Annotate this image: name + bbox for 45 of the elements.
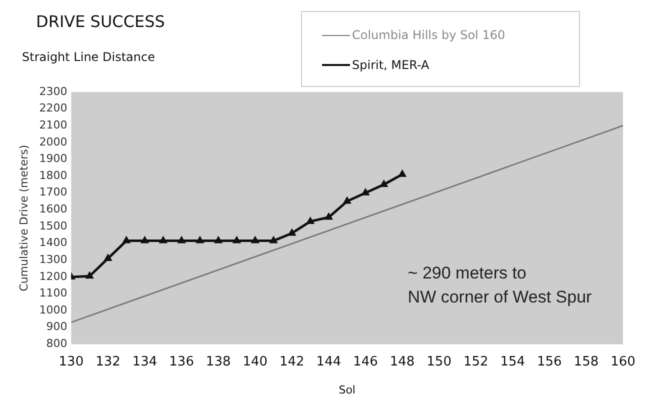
point bbox=[288, 229, 296, 236]
y-tick-label: 1200 bbox=[39, 270, 68, 283]
y-tick-label: 1000 bbox=[39, 303, 68, 316]
legend-label: Spirit, MER-A bbox=[352, 58, 430, 72]
point bbox=[362, 189, 369, 196]
point bbox=[306, 218, 314, 224]
y-tick-label: 900 bbox=[46, 320, 68, 334]
x-tick-label: 144 bbox=[316, 354, 342, 370]
y-tick-label: 2000 bbox=[39, 135, 68, 148]
x-tick-label: 146 bbox=[353, 354, 378, 370]
x-tick-label: 140 bbox=[242, 354, 268, 370]
x-axis-title: Sol bbox=[338, 383, 356, 396]
y-tick-label: 1900 bbox=[39, 152, 68, 166]
y-tick-label: 1400 bbox=[39, 236, 68, 250]
x-tick-label: 158 bbox=[574, 354, 599, 370]
point bbox=[380, 180, 388, 187]
y-tick-label: 1600 bbox=[39, 202, 68, 216]
x-tick-label: 130 bbox=[58, 354, 84, 370]
x-tick-label: 132 bbox=[96, 354, 120, 370]
x-tick-label: 150 bbox=[426, 354, 452, 370]
y-tick-label: 2100 bbox=[39, 118, 68, 132]
chart-title: DRIVE SUCCESS bbox=[36, 12, 165, 31]
y-tick-label: 2300 bbox=[39, 84, 68, 98]
x-tick-label: 136 bbox=[169, 354, 194, 370]
legend-label: Columbia Hills by Sol 160 bbox=[352, 28, 506, 42]
y-axis-title: Cumulative Drive (meters) bbox=[17, 144, 30, 292]
x-tick-label: 156 bbox=[537, 354, 562, 370]
x-tick-label: 152 bbox=[463, 354, 488, 370]
point bbox=[86, 272, 94, 279]
y-tick-label: 1800 bbox=[39, 168, 68, 182]
y-tick-label: 1100 bbox=[39, 286, 68, 300]
chart-subtitle: Straight Line Distance bbox=[22, 50, 155, 64]
y-tick-label: 2200 bbox=[39, 102, 68, 115]
x-tick-label: 148 bbox=[390, 354, 415, 370]
x-tick-label: 134 bbox=[132, 354, 158, 370]
y-tick-label: 1300 bbox=[39, 252, 68, 266]
annotation: ~ 290 meters to NW corner of West Spur bbox=[408, 264, 592, 307]
y-tick-label: 1700 bbox=[39, 186, 68, 199]
x-tick-label: 160 bbox=[610, 354, 636, 370]
point bbox=[104, 254, 112, 261]
y-tick-label: 1500 bbox=[39, 219, 68, 232]
y-tick-label: 800 bbox=[46, 337, 68, 350]
x-tick-label: 154 bbox=[500, 354, 526, 370]
x-tick-label: 142 bbox=[280, 354, 304, 370]
x-tick-label: 138 bbox=[206, 354, 231, 370]
